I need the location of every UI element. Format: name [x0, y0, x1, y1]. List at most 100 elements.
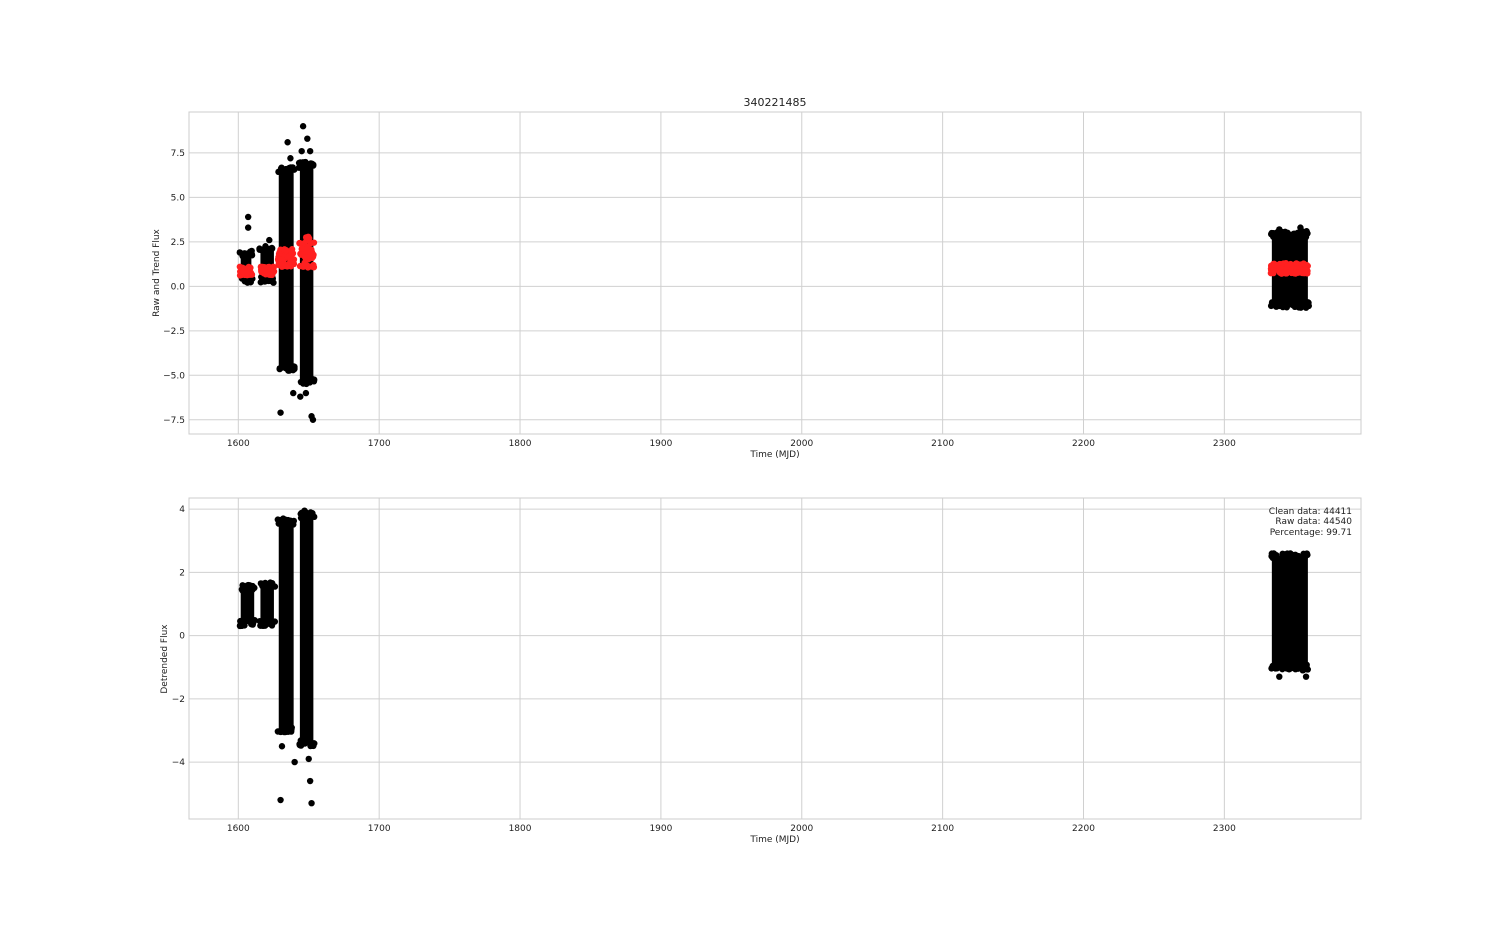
x-tick-label: 1900	[649, 439, 672, 449]
data-point	[1286, 550, 1294, 558]
trend-point	[1288, 269, 1296, 277]
data-point	[1292, 551, 1299, 559]
trend-point	[1277, 268, 1284, 276]
data-point	[1268, 230, 1275, 238]
outlier-point	[266, 236, 273, 244]
x-tick-label: 2200	[1072, 439, 1095, 449]
data-point	[297, 740, 305, 747]
data-point	[236, 249, 243, 256]
data-point	[268, 245, 276, 252]
trend-point	[305, 233, 312, 241]
data-point-cluster	[299, 163, 314, 383]
stats-annotation-line-1: Clean data: 44411	[1269, 507, 1352, 517]
data-point	[269, 580, 276, 587]
top-plot-ylabel: Raw and Trend Flux	[152, 228, 162, 316]
data-point	[291, 363, 298, 371]
outlier-point	[291, 758, 298, 766]
y-tick-label: −2	[172, 695, 185, 705]
data-point	[310, 740, 318, 747]
x-tick-label: 2100	[931, 439, 954, 449]
data-point	[1299, 666, 1307, 674]
outlier-point	[306, 777, 314, 785]
data-point	[1271, 552, 1278, 559]
trend-point	[1302, 267, 1310, 274]
bottom-plot-grid	[189, 498, 1361, 819]
outlier-point	[1276, 226, 1283, 233]
outlier-point	[297, 393, 304, 400]
y-tick-label: −4	[172, 758, 186, 768]
trend-point	[1282, 268, 1290, 275]
data-point	[261, 247, 268, 254]
bottom-plot: 1600 1700 1800 1900 2000 2100 2200 2300−4−2024 …	[160, 497, 1362, 845]
trend-point	[287, 259, 295, 267]
y-tick-label: 0.0	[171, 282, 186, 292]
top-plot-title: 340221485	[744, 96, 807, 109]
x-tick-label: 2200	[1072, 824, 1095, 834]
outlier-point	[304, 135, 311, 142]
y-tick-label: −2.5	[163, 327, 185, 337]
outlier-point	[306, 147, 314, 155]
trend-point	[245, 263, 252, 271]
trend-point	[304, 262, 311, 269]
trend-point	[310, 239, 318, 246]
outlier-point	[301, 507, 308, 514]
x-tick-label: 1700	[368, 824, 391, 834]
trend-point	[301, 253, 309, 261]
data-point	[260, 617, 267, 625]
trend-point	[266, 271, 274, 278]
y-tick-label: 2.5	[171, 238, 185, 248]
outlier-point	[1302, 673, 1310, 680]
data-point-cluster	[1271, 555, 1308, 669]
outlier-point	[290, 389, 297, 397]
data-point	[1282, 551, 1289, 558]
data-point-cluster	[260, 583, 274, 625]
data-point	[1268, 665, 1275, 672]
bottom-plot-frame	[188, 497, 1362, 820]
data-point	[1294, 303, 1301, 310]
outlier-point	[299, 123, 307, 130]
outlier-point	[287, 155, 294, 162]
data-point	[257, 580, 265, 587]
bottom-plot-ticks: 1600 1700 1800 1900 2000 2100 2200 2300 −4 −2 0 2 4	[172, 505, 1236, 834]
outlier-point	[1297, 224, 1304, 231]
top-plot-frame	[188, 111, 1362, 435]
x-tick-label: 2000	[790, 824, 813, 834]
bottom-plot-xlabel: Time (MJD)	[749, 835, 799, 845]
outlier-point	[284, 139, 291, 146]
trend-point	[296, 262, 304, 270]
x-tick-label: 1600	[227, 824, 250, 834]
x-tick-label: 1700	[368, 439, 391, 449]
data-point	[302, 158, 309, 166]
top-plot-ticks: 1600 1700 1800 1900 2000 2100 2200 2300 −7.5 −5.0…	[163, 149, 1236, 449]
data-point	[248, 250, 256, 258]
outlier-point	[305, 755, 312, 763]
data-point	[1280, 298, 1288, 306]
data-point-cluster	[299, 514, 314, 745]
trend-point	[1296, 268, 1304, 276]
y-tick-label: 4	[179, 505, 185, 515]
outlier-point	[277, 796, 284, 804]
trend-point	[307, 251, 315, 258]
data-point	[1293, 664, 1301, 672]
data-point	[268, 622, 276, 629]
trend-point	[1273, 262, 1281, 269]
data-point	[276, 365, 283, 372]
data-point	[1281, 231, 1288, 238]
data-point-cluster	[278, 520, 294, 732]
data-point	[238, 620, 245, 628]
data-point	[1271, 301, 1278, 309]
data-point-cluster	[278, 169, 294, 370]
trend-point	[1303, 261, 1310, 269]
data-point	[299, 513, 306, 521]
data-point	[276, 728, 283, 735]
x-tick-label: 1600	[227, 439, 250, 449]
trend-point	[278, 263, 286, 270]
y-tick-label: −5.0	[163, 371, 185, 381]
outlier-point	[278, 743, 286, 750]
y-tick-label: 7.5	[171, 149, 185, 159]
data-point	[306, 377, 313, 384]
bottom-plot-ylabel: Detrended Flux	[160, 624, 170, 694]
top-plot-points	[236, 123, 1313, 423]
outlier-point	[302, 389, 310, 397]
